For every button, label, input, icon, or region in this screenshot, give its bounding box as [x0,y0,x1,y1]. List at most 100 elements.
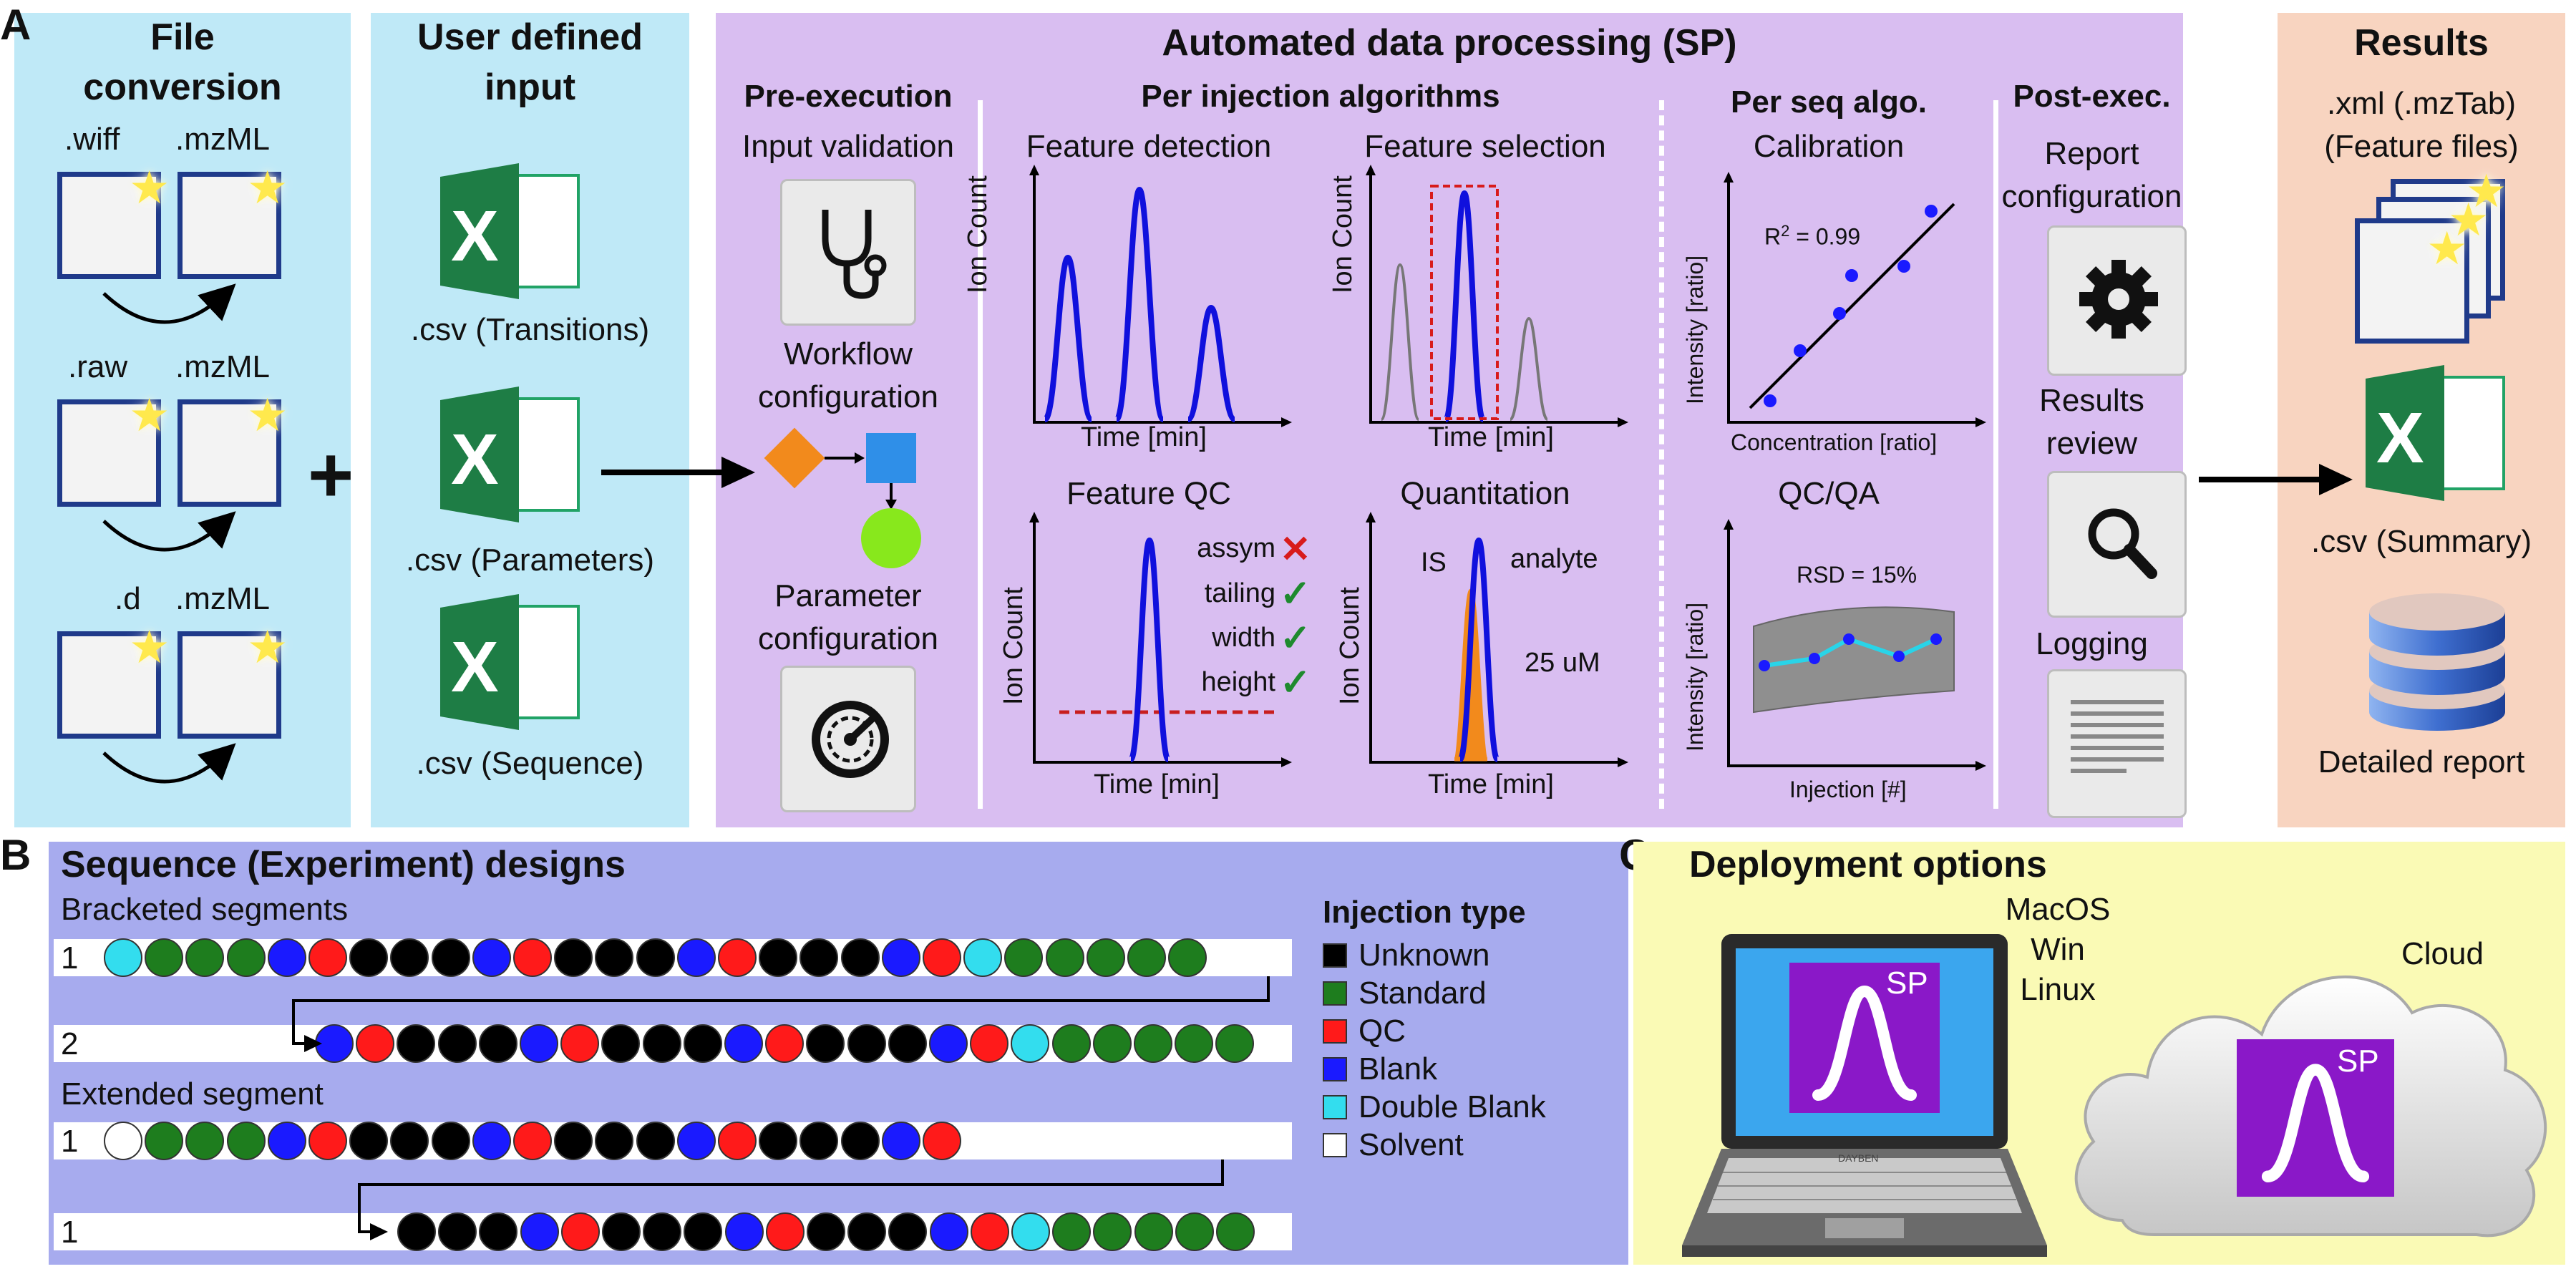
divider [978,100,983,809]
log-document-icon [2071,700,2164,773]
injection-qc-dot [513,938,552,977]
fail-x-icon: ✕ [1280,529,1311,570]
document-icon [178,399,281,507]
qc-check-assym: assym [1197,533,1275,563]
injection-unknown-dot [479,1212,518,1251]
csv-sequence-label: .csv (Sequence) [416,746,644,781]
calibration-point [1897,260,1910,273]
stethoscope-card [780,179,916,326]
injection-double-blank-dot [963,938,1003,977]
injection-type-legend-title: Injection type [1323,895,1526,930]
injection-blank-dot [520,1212,559,1251]
segment-connectors [292,976,1270,1240]
injection-unknown-dot [759,1122,798,1160]
results-review-label-2: review [2046,426,2138,461]
input-to-processing-arrow [601,457,755,488]
qc-check-tailing: tailing [1204,578,1275,608]
laptop-brand: DAYBEN [1838,1152,1879,1164]
legend-label-blank: Blank [1359,1051,1438,1086]
injection-blank-dot [676,1122,716,1160]
injection-qc-dot [718,1122,757,1160]
qcqa-plot [1724,519,1986,771]
injection-unknown-dot [759,938,798,977]
deployment-title: Deployment options [1689,844,2047,885]
injection-unknown-dot [806,1024,845,1063]
legend-label-solvent: Solvent [1359,1127,1464,1162]
per-seq-title: Per seq algo. [1731,84,1927,120]
injection-unknown-dot [554,938,593,977]
injection-qc-dot [765,1212,805,1251]
injection-standard-dot [145,1122,184,1160]
chromatogram-peak [1042,254,1094,422]
rsd-label: RSD = 15% [1797,562,1918,588]
injection-standard-dot [1168,938,1207,977]
qc-check-height: height [1201,667,1275,697]
injection-unknown-dot [595,938,634,977]
log-card [2047,669,2187,818]
divider [1993,100,1998,809]
injection-standard-dot [1004,938,1044,977]
injection-blank-dot [267,938,306,977]
injection-unknown-dot [595,1122,634,1160]
star-icon: ★ [247,162,288,213]
injection-unknown-dot [799,1122,839,1160]
injection-qc-dot [560,1212,600,1251]
bracketed-segments-label: Bracketed segments [61,892,349,927]
injection-qc-dot [923,1122,961,1160]
parameter-config-label-1: Parameter [774,578,922,613]
report-config-label-2: configuration [2001,179,2182,214]
stethoscope-icon [822,210,887,299]
document-icon [57,172,161,279]
legend-label-qc: QC [1359,1013,1406,1049]
csv-summary-label: .csv (Summary) [2311,524,2532,559]
injection-standard-dot [1086,938,1125,977]
is-label: IS [1421,548,1447,578]
feature-detection-plot [1029,165,1292,427]
injection-standard-dot [1134,1024,1172,1063]
injection-axis-label: Injection [#] [1789,777,1907,802]
calibration-point [1794,344,1807,357]
injection-unknown-dot [397,1024,436,1063]
injection-unknown-dot [397,1212,436,1251]
injection-unknown-dot [840,938,880,977]
sp-logo-text: SP [2337,1044,2379,1079]
injection-standard-dot [1092,1024,1132,1063]
injection-unknown-dot [888,1024,927,1063]
post-exec-title: Post-exec. [2013,79,2171,114]
star-icon: ★ [2426,223,2468,274]
row-label: 1 [61,1124,79,1159]
document-icon [2355,218,2469,344]
intensity-label: Intensity [ratio] [1682,255,1708,404]
injection-unknown-dot [438,1212,477,1251]
raw-format-wiff: .wiff [64,122,120,157]
star-icon: ★ [129,162,170,213]
user-input-title-2: input [484,67,576,108]
injection-unknown-dot [847,1212,887,1251]
magnifier-icon [2088,508,2157,579]
csv-parameters-label: .csv (Parameters) [405,543,655,578]
star-icon: ★ [2448,194,2489,245]
document-icon [57,399,161,507]
results-title: Results [2354,22,2489,64]
workflow-diagram-icon [764,427,921,568]
time-label: Time [min] [1428,769,1554,799]
injection-unknown-dot [390,938,429,977]
injection-solvent-dot [104,1122,142,1160]
processing-to-results-arrow [2199,464,2353,495]
csv-transitions-label: .csv (Transitions) [410,312,650,347]
injection-unknown-dot [847,1024,886,1063]
pre-execution-title: Pre-execution [744,79,953,114]
peak-logo-icon [1812,985,1917,1101]
file-conversion-title-2: conversion [83,67,282,108]
concentration-label: 25 uM [1525,648,1600,678]
os-linux: Linux [2020,972,2096,1007]
mzml-format-2: .mzML [175,349,270,384]
injection-qc-dot [923,938,961,977]
per-injection-title: Per injection algorithms [1141,79,1500,114]
legend-swatch-double-blank [1323,1095,1347,1119]
injection-standard-dot [145,938,184,977]
legend-swatch-unknown [1323,943,1347,968]
injection-blank-dot [472,1122,511,1160]
injection-blank-dot [676,938,716,977]
injection-unknown-dot [636,938,675,977]
